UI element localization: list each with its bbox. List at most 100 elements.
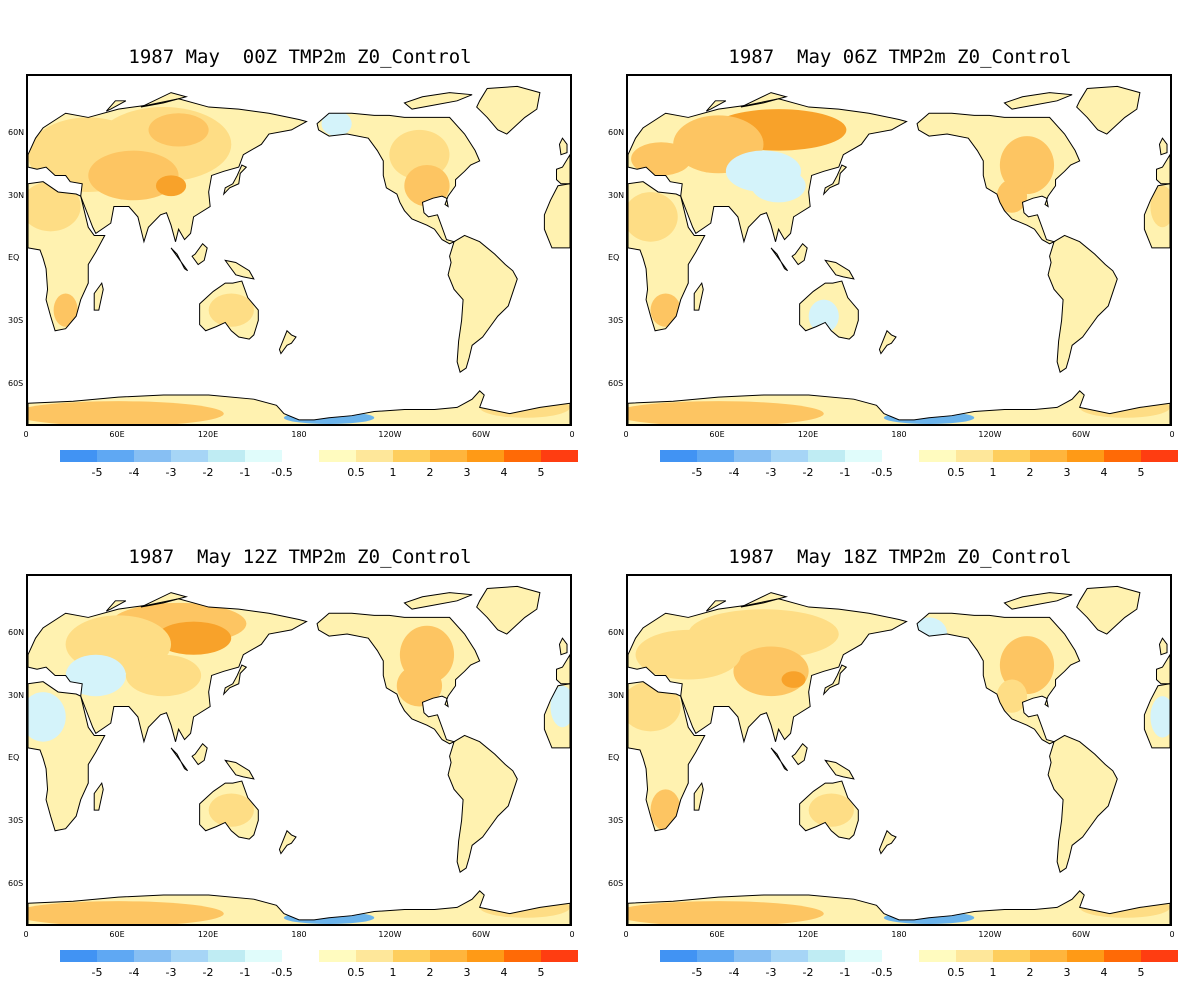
anomaly-region bbox=[1049, 747, 1110, 811]
colorbar-swatch bbox=[60, 450, 97, 462]
longitude-label: 120W bbox=[378, 430, 402, 439]
coastline bbox=[705, 100, 727, 112]
colorbar-label: 5 bbox=[1137, 466, 1145, 479]
coastline bbox=[224, 759, 255, 780]
coastline bbox=[824, 759, 855, 780]
colorbar-swatch bbox=[541, 950, 578, 962]
longitude-label: 180 bbox=[891, 930, 907, 939]
colorbar-label: 0.5 bbox=[347, 466, 365, 479]
colorbar-swatch bbox=[697, 450, 734, 462]
colorbar-swatch bbox=[808, 950, 845, 962]
longitude-label: 60E bbox=[709, 930, 725, 939]
anomaly-region bbox=[125, 654, 202, 697]
coastline bbox=[316, 612, 481, 745]
coastline bbox=[1076, 585, 1141, 635]
latitude-label: EQ bbox=[608, 753, 620, 762]
coastline bbox=[199, 280, 259, 340]
coastline bbox=[799, 780, 859, 840]
colorbar-swatch bbox=[245, 450, 282, 462]
colorbar-label: 5 bbox=[537, 466, 545, 479]
coastline bbox=[28, 181, 106, 332]
anomaly-region bbox=[999, 636, 1055, 695]
anomaly-region bbox=[208, 793, 254, 827]
colorbar-swatch bbox=[504, 450, 541, 462]
anomaly-region bbox=[208, 293, 254, 327]
coastline bbox=[628, 598, 908, 744]
colorbar-swatch bbox=[171, 950, 208, 962]
colorbar-swatch bbox=[919, 450, 956, 462]
coastline bbox=[556, 653, 570, 685]
colorbar-swatch bbox=[956, 450, 993, 462]
coastline bbox=[770, 247, 789, 272]
latitude-label: 30S bbox=[8, 816, 24, 825]
map-plot-area bbox=[626, 574, 1172, 926]
colorbar-label: -1 bbox=[239, 466, 251, 479]
anomaly-region bbox=[28, 692, 66, 742]
coastline bbox=[791, 243, 808, 266]
coastline bbox=[628, 181, 706, 332]
anomaly-region bbox=[628, 901, 824, 924]
longitude-label: 60W bbox=[471, 930, 491, 939]
colorbar-swatch bbox=[1067, 950, 1104, 962]
longitude-label: 0 bbox=[1169, 930, 1175, 939]
map-plot-area bbox=[626, 74, 1172, 426]
coastline bbox=[822, 664, 848, 696]
longitude-label: 120E bbox=[197, 430, 219, 439]
anomaly-region bbox=[1049, 247, 1110, 311]
anomaly-region bbox=[88, 150, 179, 201]
colorbar-label: -0.5 bbox=[871, 466, 893, 479]
colorbar-swatch bbox=[60, 950, 97, 962]
colorbar-swatch bbox=[845, 950, 882, 962]
latitude-label: EQ bbox=[8, 253, 20, 262]
colorbar-label: -4 bbox=[128, 466, 140, 479]
longitude-label: 120E bbox=[797, 430, 819, 439]
map-panel: 1987 May 00Z TMP2m Z0_Control 60N 30N EQ 30S… bbox=[0, 0, 600, 500]
anomaly-region bbox=[321, 397, 367, 410]
anomaly-region bbox=[53, 293, 78, 327]
anomaly-region bbox=[550, 685, 570, 728]
colorbar-swatch bbox=[771, 950, 808, 962]
coastline bbox=[705, 600, 727, 612]
latitude-label: 60N bbox=[608, 128, 625, 137]
latitude-label: 60S bbox=[8, 879, 24, 888]
anomaly-region bbox=[650, 293, 681, 327]
longitude-label: 120E bbox=[797, 930, 819, 939]
longitude-label: 60E bbox=[109, 930, 125, 939]
colorbar-label: -5 bbox=[691, 466, 703, 479]
panel-title: 1987 May 12Z TMP2m Z0_Control bbox=[128, 546, 472, 568]
colorbar-label: 3 bbox=[463, 466, 471, 479]
longitude-label: 60W bbox=[1071, 430, 1091, 439]
map-plot-area bbox=[26, 574, 572, 926]
anomaly-region bbox=[751, 169, 806, 203]
coastline bbox=[476, 585, 541, 635]
colorbar-label: -4 bbox=[128, 966, 140, 979]
coastline bbox=[28, 98, 308, 244]
coastline bbox=[140, 92, 189, 108]
colorbar-label: -5 bbox=[91, 966, 103, 979]
coastline bbox=[28, 890, 570, 924]
anomaly-region bbox=[449, 247, 510, 311]
colorbar-swatch bbox=[393, 950, 430, 962]
anomaly-region bbox=[28, 181, 81, 232]
colorbar-swatch bbox=[541, 450, 578, 462]
colorbar-label: 0.5 bbox=[347, 966, 365, 979]
colorbar-swatch bbox=[319, 450, 356, 462]
latitude-label: 30N bbox=[608, 191, 625, 200]
anomaly-region bbox=[35, 758, 81, 821]
coastline bbox=[170, 747, 189, 772]
colorbar-swatch bbox=[734, 450, 771, 462]
anomaly-region bbox=[404, 164, 450, 207]
coastline bbox=[556, 153, 570, 185]
map-svg bbox=[628, 585, 1170, 924]
colorbar-swatch bbox=[504, 950, 541, 962]
colorbar-label: 2 bbox=[1026, 466, 1034, 479]
longitude-label: 180 bbox=[291, 930, 307, 939]
longitude-label: 180 bbox=[291, 430, 307, 439]
colorbar-label: 2 bbox=[426, 966, 434, 979]
anomaly-region bbox=[479, 897, 570, 918]
coastline bbox=[1047, 234, 1118, 373]
latitude-label: EQ bbox=[608, 253, 620, 262]
anomaly-region bbox=[808, 299, 839, 333]
longitude-label: 60E bbox=[109, 430, 125, 439]
coastline bbox=[693, 781, 704, 811]
